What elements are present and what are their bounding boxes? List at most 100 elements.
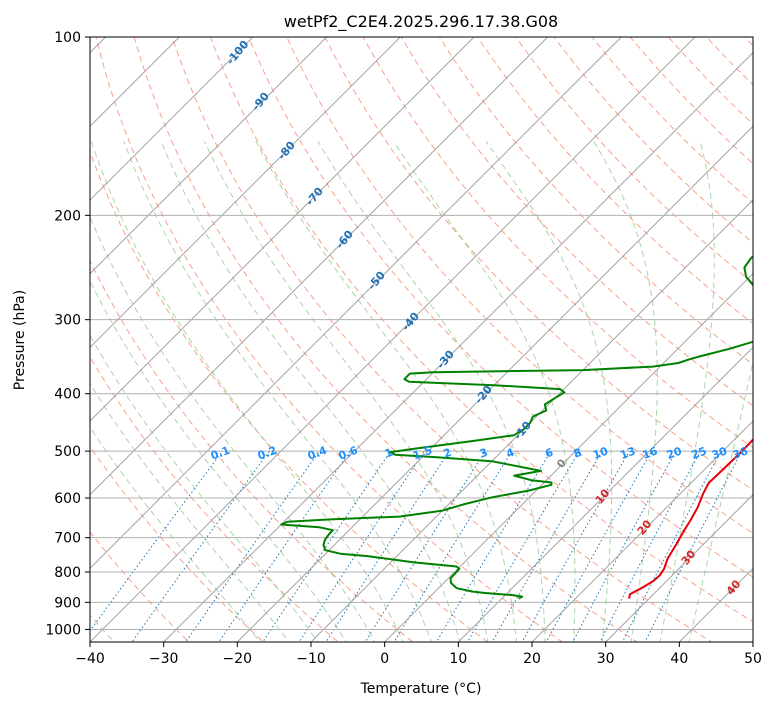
mixing-ratio-label: 10	[591, 444, 610, 462]
y-tick-label: 500	[54, 444, 81, 460]
dry-adiabat-line	[90, 259, 414, 642]
isotherm-line	[90, 37, 180, 127]
isotherm-line	[605, 494, 753, 642]
isotherm-line	[384, 273, 753, 642]
x-tick-label: 0	[380, 651, 389, 667]
moist-adiabat-line	[255, 141, 518, 642]
dry-adiabat-line	[477, 37, 753, 325]
dry-adiabat-line	[171, 37, 713, 642]
isotherm-line	[236, 125, 753, 642]
mixing-ratio-line	[325, 450, 450, 642]
y-tick-label: 900	[54, 595, 81, 611]
x-tick-label: −10	[296, 651, 326, 667]
moist-adiabat-line	[90, 279, 347, 642]
isotherm-line	[163, 52, 753, 642]
x-axis-label: Temperature (°C)	[360, 681, 482, 697]
mixing-ratio-label: 0.6	[337, 444, 360, 463]
mixing-ratio-label: 6	[543, 446, 555, 461]
isotherm-line	[90, 37, 696, 642]
mixing-ratio-label: 0.2	[256, 444, 279, 463]
dry-adiabat-line	[667, 37, 753, 125]
mixing-ratio-label: 0.1	[209, 444, 232, 463]
moist-adiabat-line	[485, 141, 613, 642]
y-axis-label: Pressure (hPa)	[12, 290, 28, 390]
moist-adiabat-line	[659, 141, 715, 642]
x-tick-label: 50	[744, 651, 762, 667]
mixing-ratio-line	[185, 450, 320, 642]
isotherm-line	[90, 37, 401, 348]
mixing-ratio-line	[435, 450, 552, 642]
x-tick-label: −20	[223, 651, 253, 667]
x-tick-label: 10	[449, 651, 467, 667]
isotherm-line	[90, 37, 254, 201]
moist-adiabat-line	[160, 141, 461, 642]
y-tick-label: 1000	[45, 622, 81, 638]
mixing-ratio-label: 20	[665, 444, 684, 462]
dry-adiabat-line	[95, 37, 564, 642]
moist-adiabat-line	[593, 141, 658, 642]
isotherm-line	[457, 346, 753, 642]
isotherm-line	[90, 37, 549, 496]
temperature-line	[628, 438, 753, 599]
x-tick-label: −40	[75, 651, 105, 667]
moist-adiabat-line	[204, 141, 489, 642]
dry-adiabat-line	[90, 445, 265, 642]
mixing-ratio-label: 16	[641, 444, 660, 462]
dry-adiabat-line	[362, 37, 753, 449]
isotherm-line	[90, 37, 622, 569]
mixing-ratio-label: 0.4	[306, 444, 329, 463]
mixing-ratio-label: 8	[572, 446, 584, 461]
isotherm-line	[310, 199, 753, 642]
mixing-ratio-line	[466, 450, 580, 642]
mixing-ratio-label: 2	[442, 446, 454, 461]
background-lines	[90, 37, 753, 642]
y-tick-label: 200	[54, 208, 81, 224]
x-tick-label: 30	[597, 651, 615, 667]
moist-adiabat-line	[317, 141, 546, 642]
moist-adiabat-line	[123, 141, 432, 642]
dewpoint-line	[280, 255, 753, 600]
x-tick-label: −30	[149, 651, 179, 667]
mixing-ratio-label: 3	[478, 446, 490, 461]
moist-adiabat-line	[90, 141, 404, 642]
mixing-ratio-line	[262, 450, 392, 642]
mixing-ratio-line	[298, 450, 425, 642]
moist-adiabat-line	[393, 141, 576, 642]
moist-adiabat-line	[90, 382, 290, 642]
y-tick-label: 100	[54, 30, 81, 46]
mixing-ratio-label: 1.5	[411, 444, 434, 463]
y-tick-label: 300	[54, 313, 81, 329]
mixing-ratio-line	[218, 450, 351, 642]
x-tick-label: 20	[523, 651, 541, 667]
chart-title: wetPf2_C2E4.2025.296.17.38.G08	[284, 12, 558, 32]
plot-frame	[89, 36, 754, 643]
mixing-ratio-label: 1	[383, 446, 395, 461]
y-tick-label: 700	[54, 531, 81, 547]
pressure-gridlines	[90, 37, 753, 630]
moist-adiabat-line	[90, 426, 261, 642]
isotherm-line	[531, 420, 753, 642]
mixing-ratio-line	[131, 450, 270, 642]
dry-adiabat-line	[90, 150, 489, 642]
dry-adiabat-line	[133, 37, 638, 642]
mixing-ratio-label: 13	[618, 444, 637, 461]
axis-ticks: −40 −30 −20 −10 0 10 20 30 40 50 100 200 300 400 500 6 0…	[45, 30, 762, 667]
dry-adiabat-line	[438, 37, 753, 366]
profile-lines	[280, 255, 753, 600]
mixing-ratio-label: 30	[710, 444, 729, 462]
dry-adiabat-line	[324, 37, 753, 491]
dry-adiabat-line	[286, 37, 753, 534]
y-tick-label: 400	[54, 387, 81, 403]
mixing-ratio-line	[491, 450, 603, 642]
mixing-ratio-label: 36	[731, 444, 750, 462]
isotherm-line	[90, 37, 475, 422]
y-tick-label: 800	[54, 565, 81, 581]
moist-adiabat-line	[688, 358, 753, 642]
mixing-ratio-line	[644, 450, 743, 642]
mixing-ratio-label: 4	[504, 446, 516, 461]
moist-adiabat-line	[90, 334, 319, 642]
x-tick-label: 40	[670, 651, 688, 667]
mixing-ratio-label: 25	[690, 444, 709, 461]
dry-adiabat-line	[248, 37, 753, 578]
